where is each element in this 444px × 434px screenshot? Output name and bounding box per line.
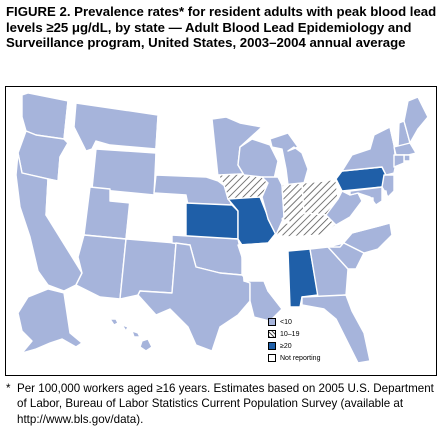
legend-label-ge20: ≥20: [280, 343, 292, 350]
legend-label-nr: Not reporting: [280, 355, 321, 362]
legend-label-lt10: <10: [280, 319, 292, 326]
map-frame: <10 10–19 ≥20 Not reporting: [5, 86, 437, 376]
state-AZ: [75, 234, 127, 300]
state-MI: [269, 132, 309, 186]
legend-swatch-nr: [268, 354, 276, 363]
legend-label-10to19: 10–19: [280, 331, 300, 338]
footnote-marker: *: [6, 382, 11, 395]
state-UT: [83, 186, 131, 240]
state-NM: [119, 238, 177, 300]
legend-item-lt10: <10: [268, 318, 292, 328]
legend-item-10to19: 10–19: [268, 330, 299, 340]
state-NY: [341, 126, 397, 176]
state-MA: [393, 142, 417, 156]
state-TX: [137, 242, 251, 352]
state-ND: [155, 116, 217, 150]
state-NV: [45, 178, 89, 254]
state-HI: [109, 318, 153, 352]
states-layer: [15, 92, 429, 364]
state-CT: [393, 154, 405, 168]
footnote: * Per 100,000 workers aged ≥16 years. Es…: [6, 381, 440, 427]
legend-item-nr: Not reporting: [268, 354, 320, 364]
state-FL: [301, 294, 371, 364]
state-RI: [403, 154, 411, 162]
state-DC: [368, 197, 374, 203]
legend-item-ge20: ≥20: [268, 342, 292, 352]
state-KS: [185, 202, 239, 240]
footnote-text: Per 100,000 workers aged ≥16 years. Esti…: [17, 382, 434, 426]
legend-swatch-10to19: [268, 330, 276, 339]
state-ME: [403, 96, 429, 144]
legend-swatch-ge20: [268, 342, 276, 351]
us-state-map: [15, 92, 429, 364]
legend-swatch-lt10: [268, 318, 276, 327]
state-AK: [17, 288, 83, 354]
figure-title: FIGURE 2. Prevalence rates* for resident…: [6, 4, 437, 51]
state-WY: [91, 148, 157, 196]
state-MT: [73, 102, 159, 152]
